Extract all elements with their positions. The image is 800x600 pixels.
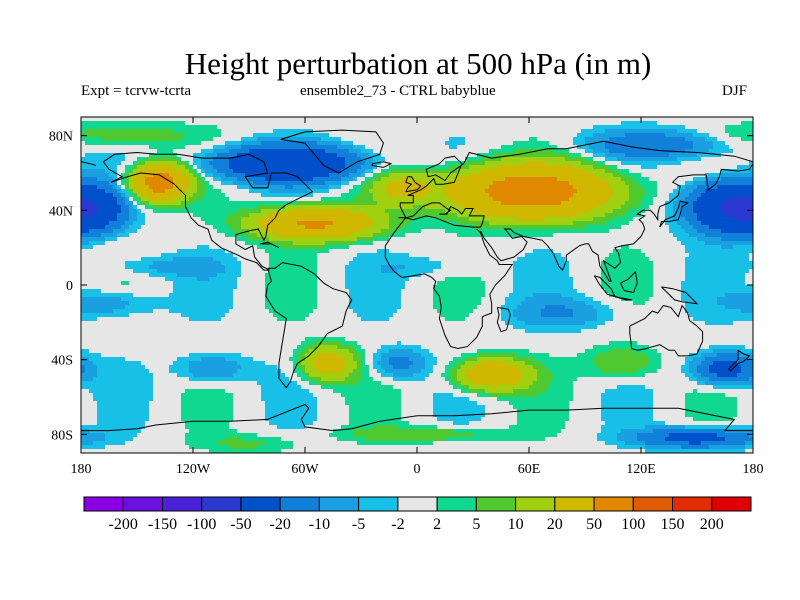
experiment-label: Expt = tcrvw-tcrta <box>81 83 192 99</box>
coastline-segment <box>405 176 422 193</box>
coastline-segment <box>280 129 384 174</box>
colorbar-label: 2 <box>433 516 441 533</box>
coastline-segment <box>102 151 314 271</box>
colorbar-swatch <box>436 496 477 512</box>
colorbar-swatch <box>475 496 517 512</box>
height-anomaly-field <box>81 117 753 453</box>
colorbar-swatch <box>161 496 203 512</box>
ensemble-label: ensemble2_73 - CTRL babyblue <box>300 83 496 99</box>
colorbar-label: -150 <box>148 516 177 533</box>
x-tick-label: 180 <box>71 462 92 477</box>
coastline-segment <box>727 349 751 372</box>
y-tick-label: 40S <box>51 354 73 369</box>
colorbar-swatch <box>593 496 634 512</box>
colorbar-label: 10 <box>508 516 524 533</box>
colorbar-swatch <box>554 496 595 512</box>
coastline-segment <box>480 163 753 282</box>
coastline-segment <box>265 262 353 389</box>
coastline-segment <box>661 286 699 305</box>
colorbar-swatch <box>515 496 556 512</box>
map-axes: 180 120W 60W 0 60E 120E 180 80N 40N 0 40S 80S <box>49 117 764 477</box>
x-tick-label: 60E <box>518 462 541 477</box>
coastline-segment <box>371 161 393 168</box>
colorbar-label: -200 <box>109 516 138 533</box>
colorbar-label: 50 <box>586 516 602 533</box>
coastline-segment <box>496 306 511 333</box>
colorbar-swatch <box>318 496 360 512</box>
colorbar-label: 200 <box>700 516 724 533</box>
coastline-segment <box>620 270 638 294</box>
colorbar-label: 100 <box>621 516 645 533</box>
colorbar-swatch <box>358 496 399 512</box>
colorbar-swatch <box>279 496 320 512</box>
colorbar-swatch <box>122 496 163 512</box>
y-tick-label: 40N <box>49 204 73 219</box>
season-label: DJF <box>722 83 748 99</box>
coastline-segment <box>405 202 485 228</box>
coastline-segment <box>384 228 514 350</box>
x-tick-label: 60W <box>291 462 319 477</box>
colorbar: -200 -150 -100 -50 -20 -10 -5 -2 2 5 10 20 50 100 150 2… <box>83 496 752 533</box>
colorbar-label: 20 <box>547 516 563 533</box>
colorbar-label: -5 <box>352 516 365 533</box>
coastline-segment <box>398 140 753 219</box>
coastline-segment <box>81 403 753 432</box>
y-tick-label: 0 <box>66 279 73 294</box>
x-tick-label: 180 <box>743 462 764 477</box>
colorbar-label: -10 <box>309 516 330 533</box>
colorbar-swatch <box>397 496 438 512</box>
colorbar-swatch <box>83 496 124 512</box>
colorbar-label: -2 <box>391 516 404 533</box>
coastline-segment <box>629 304 704 357</box>
colorbar-label: -100 <box>187 516 216 533</box>
colorbar-swatch <box>672 496 713 512</box>
y-tick-label: 80S <box>51 428 73 443</box>
coastline-segment <box>659 200 689 228</box>
x-tick-label: 0 <box>414 462 421 477</box>
colorbar-swatch <box>240 496 281 512</box>
coastlines <box>81 129 753 432</box>
colorbar-swatch <box>711 496 752 512</box>
x-tick-label: 120W <box>176 462 211 477</box>
coastline-segment <box>612 295 632 301</box>
coastline-segment <box>81 161 97 166</box>
colorbar-label: -20 <box>270 516 291 533</box>
colorbar-label: -50 <box>230 516 251 533</box>
colorbar-swatch <box>632 496 674 512</box>
coastline-segment <box>260 241 280 249</box>
coastline-segment <box>384 217 407 247</box>
colorbar-label: 150 <box>661 516 685 533</box>
colorbar-label: 5 <box>472 516 480 533</box>
chart-title: Height perturbation at 500 hPa (in m) <box>184 46 652 81</box>
x-tick-label: 120E <box>626 462 656 477</box>
colorbar-swatch <box>201 496 242 512</box>
y-tick-label: 80N <box>49 130 73 145</box>
